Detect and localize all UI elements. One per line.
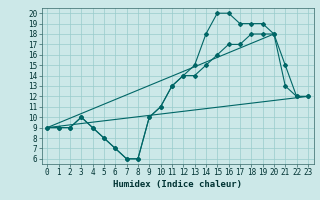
X-axis label: Humidex (Indice chaleur): Humidex (Indice chaleur) [113, 180, 242, 189]
